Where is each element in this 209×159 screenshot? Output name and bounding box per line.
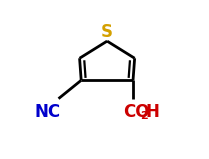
Text: 2: 2 <box>140 111 148 121</box>
Text: CO: CO <box>123 103 150 121</box>
Text: H: H <box>146 103 159 121</box>
Text: NC: NC <box>34 103 60 121</box>
Text: S: S <box>101 23 113 41</box>
